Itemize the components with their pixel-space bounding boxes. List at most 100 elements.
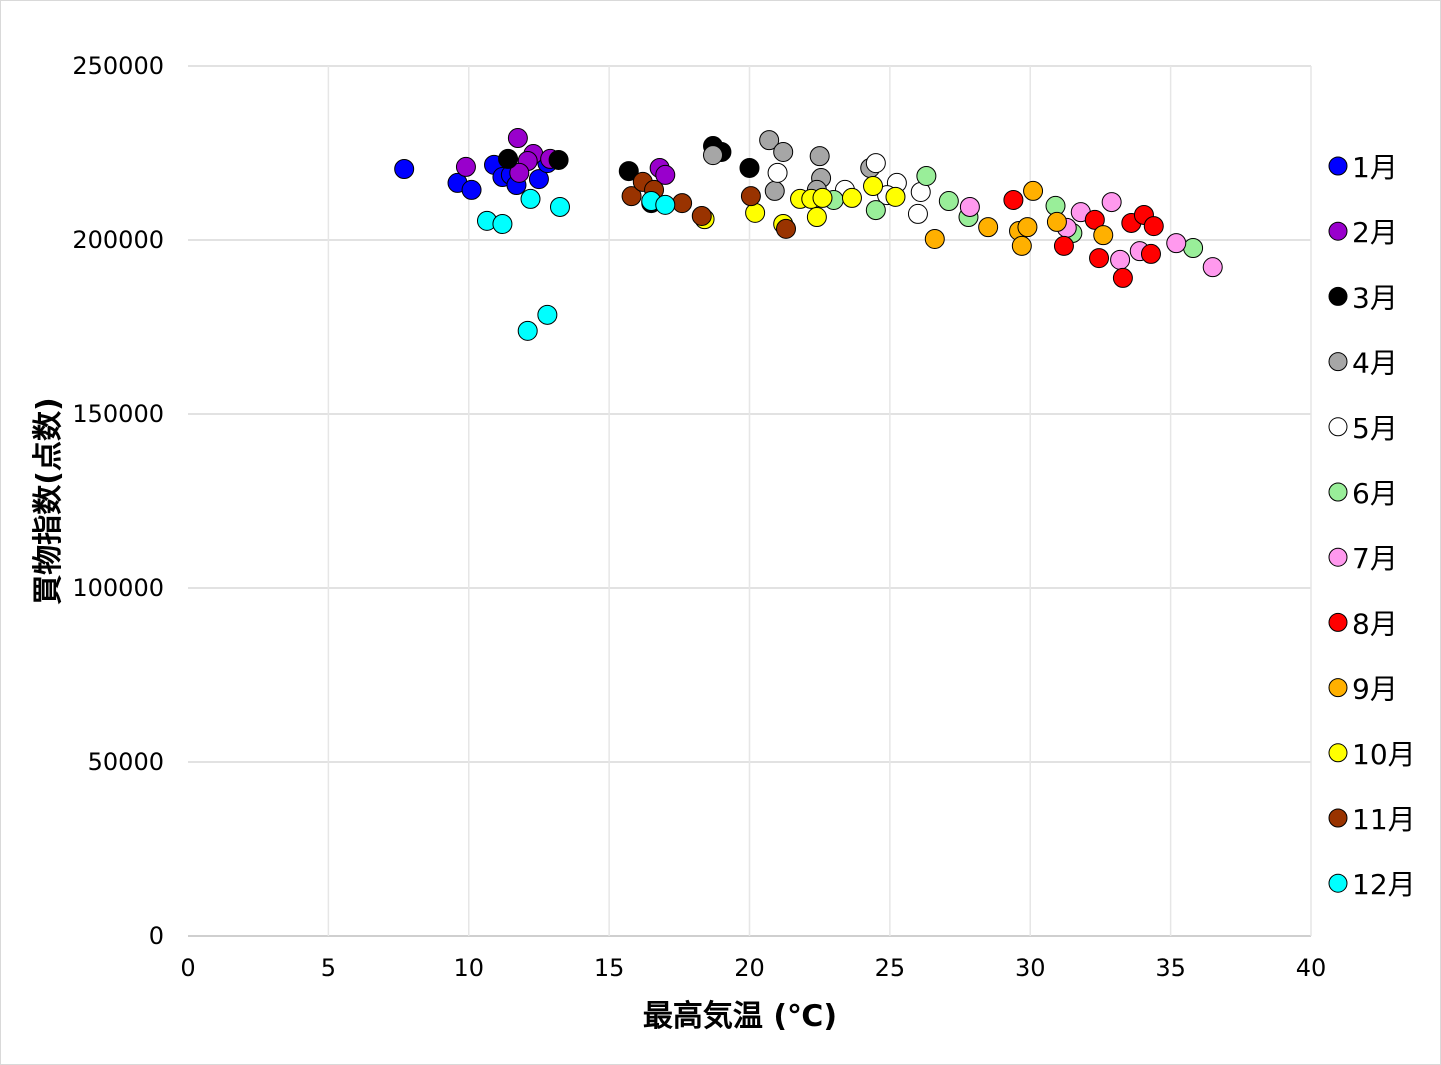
data-point bbox=[655, 194, 676, 215]
x-tick-label: 25 bbox=[875, 954, 906, 982]
data-point bbox=[1140, 243, 1161, 264]
x-tick-label: 10 bbox=[453, 954, 484, 982]
legend-label: 11月 bbox=[1352, 803, 1416, 836]
legend-label: 2月 bbox=[1352, 216, 1398, 249]
legend: 1月 2月 3月 4月 5月 6月 7月 8月 9月 10月 11月 12月 bbox=[1328, 151, 1416, 901]
data-point bbox=[806, 207, 827, 228]
legend-marker bbox=[1328, 743, 1348, 763]
y-axis-title: 買物指数(点数) bbox=[31, 397, 66, 604]
data-point bbox=[1046, 211, 1067, 232]
data-point bbox=[498, 148, 519, 169]
legend-marker bbox=[1328, 286, 1348, 306]
data-point bbox=[455, 156, 476, 177]
y-tick-label: 150000 bbox=[72, 400, 164, 428]
data-point bbox=[509, 162, 530, 183]
y-tick-label: 0 bbox=[149, 922, 164, 950]
data-point bbox=[549, 196, 570, 217]
data-points bbox=[394, 128, 1223, 341]
x-tick-label: 20 bbox=[734, 954, 765, 982]
legend-label: 8月 bbox=[1352, 607, 1398, 640]
legend-marker bbox=[1328, 352, 1348, 372]
x-tick-label: 40 bbox=[1296, 954, 1327, 982]
data-point bbox=[764, 180, 785, 201]
data-point bbox=[703, 145, 724, 166]
x-tick-label: 0 bbox=[180, 954, 195, 982]
legend-marker bbox=[1328, 873, 1348, 893]
data-point bbox=[1143, 216, 1164, 237]
data-point bbox=[1053, 235, 1074, 256]
legend-item: 4月 bbox=[1328, 347, 1398, 380]
legend-marker bbox=[1328, 156, 1348, 176]
data-point bbox=[548, 149, 569, 170]
data-point bbox=[885, 186, 906, 207]
legend-marker bbox=[1328, 612, 1348, 632]
x-axis-title: 最高気温 (℃) bbox=[643, 999, 837, 1034]
legend-item: 9月 bbox=[1328, 673, 1398, 706]
legend-item: 5月 bbox=[1328, 412, 1398, 445]
data-point bbox=[1166, 233, 1187, 254]
legend-item: 8月 bbox=[1328, 607, 1398, 640]
legend-marker bbox=[1328, 808, 1348, 828]
data-point bbox=[1017, 217, 1038, 238]
y-tick-label: 50000 bbox=[88, 748, 164, 776]
y-tick-label: 250000 bbox=[72, 52, 164, 80]
data-point bbox=[1093, 225, 1114, 246]
tick-labels: 0 50000 100000 150000 200000 250000 0 5 10 15 20 25… bbox=[72, 52, 1326, 982]
data-point bbox=[394, 159, 415, 180]
data-point bbox=[1011, 235, 1032, 256]
data-point bbox=[841, 187, 862, 208]
data-point bbox=[517, 320, 538, 341]
legend-label: 7月 bbox=[1352, 542, 1398, 575]
data-point bbox=[618, 161, 639, 182]
x-tick-label: 30 bbox=[1015, 954, 1046, 982]
data-point bbox=[507, 128, 528, 149]
legend-label: 9月 bbox=[1352, 673, 1398, 706]
data-point bbox=[767, 162, 788, 183]
x-tick-label: 35 bbox=[1155, 954, 1186, 982]
legend-item: 10月 bbox=[1328, 738, 1416, 771]
data-point bbox=[1183, 238, 1204, 259]
data-point bbox=[740, 186, 761, 207]
legend-marker bbox=[1328, 221, 1348, 241]
y-tick-label: 100000 bbox=[72, 574, 164, 602]
data-point bbox=[1023, 180, 1044, 201]
legend-label: 10月 bbox=[1352, 738, 1416, 771]
legend-item: 6月 bbox=[1328, 477, 1398, 510]
data-point bbox=[520, 188, 541, 209]
data-point bbox=[773, 141, 794, 162]
legend-marker bbox=[1328, 547, 1348, 567]
x-tick-label: 15 bbox=[594, 954, 625, 982]
data-point bbox=[492, 213, 513, 234]
legend-marker bbox=[1328, 417, 1348, 437]
data-point bbox=[759, 130, 780, 151]
legend-label: 3月 bbox=[1352, 281, 1398, 314]
data-point bbox=[809, 146, 830, 167]
data-point bbox=[1112, 267, 1133, 288]
data-point bbox=[1084, 209, 1105, 230]
legend-item: 12月 bbox=[1328, 868, 1416, 901]
y-tick-label: 200000 bbox=[72, 226, 164, 254]
data-point bbox=[865, 200, 886, 221]
data-point bbox=[1110, 249, 1131, 270]
data-point bbox=[863, 176, 884, 197]
legend-item: 7月 bbox=[1328, 542, 1398, 575]
data-point bbox=[739, 157, 760, 178]
data-point bbox=[924, 228, 945, 249]
legend-item: 1月 bbox=[1328, 151, 1398, 184]
legend-label: 4月 bbox=[1352, 347, 1398, 380]
data-point bbox=[621, 186, 642, 207]
data-point bbox=[1202, 257, 1223, 278]
data-point bbox=[775, 218, 796, 239]
data-point bbox=[1101, 192, 1122, 213]
data-point bbox=[461, 179, 482, 200]
data-point bbox=[916, 165, 937, 186]
gridlines bbox=[188, 65, 1312, 937]
data-point bbox=[691, 205, 712, 226]
legend-marker bbox=[1328, 678, 1348, 698]
legend-item: 2月 bbox=[1328, 216, 1398, 249]
data-point bbox=[907, 203, 928, 224]
legend-label: 12月 bbox=[1352, 868, 1416, 901]
data-point bbox=[812, 187, 833, 208]
data-point bbox=[672, 193, 693, 214]
